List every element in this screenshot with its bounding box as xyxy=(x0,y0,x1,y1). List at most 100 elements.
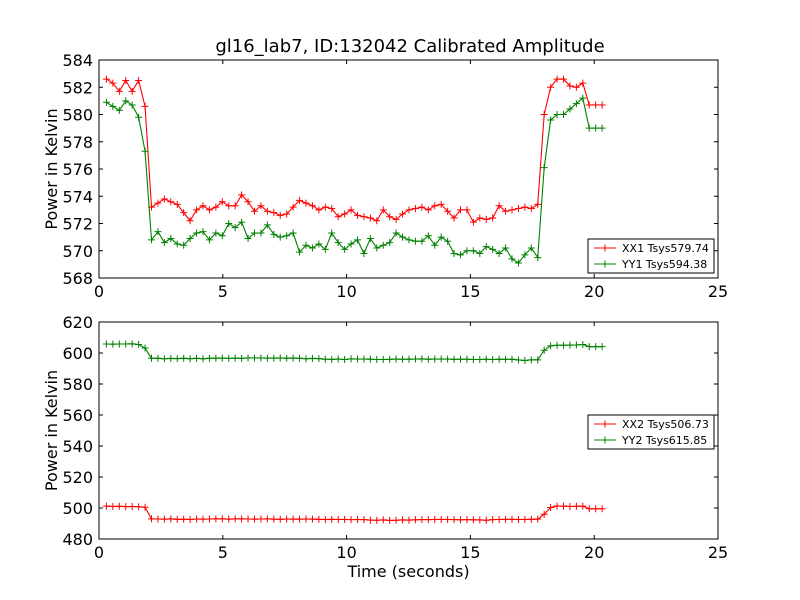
data-point xyxy=(135,113,143,121)
data-point xyxy=(334,239,342,247)
x-tick-label: 10 xyxy=(336,282,356,301)
data-point xyxy=(321,245,329,253)
data-point xyxy=(347,206,355,214)
data-point xyxy=(341,515,349,523)
data-point xyxy=(598,101,606,109)
data-point xyxy=(527,515,535,523)
data-point xyxy=(399,355,407,363)
data-point xyxy=(218,515,226,523)
data-point xyxy=(341,210,349,218)
y-axis-label: Power in Kelvin xyxy=(42,370,61,491)
data-point xyxy=(128,101,136,109)
data-point xyxy=(212,229,220,237)
data-point xyxy=(128,340,136,348)
data-point xyxy=(167,354,175,362)
data-point xyxy=(405,516,413,524)
data-point xyxy=(154,228,162,236)
data-point xyxy=(193,354,201,362)
data-point xyxy=(186,355,194,363)
y-tick-label: 580 xyxy=(62,106,93,125)
data-point xyxy=(392,215,400,223)
data-point xyxy=(386,239,394,247)
x-tick-label: 25 xyxy=(708,543,728,562)
data-point xyxy=(283,515,291,523)
data-point xyxy=(456,206,464,214)
data-point xyxy=(502,244,510,252)
data-point xyxy=(315,240,323,248)
legend-label: XX1 Tsys579.74 xyxy=(622,242,709,255)
data-point xyxy=(231,224,239,232)
data-point xyxy=(444,237,452,245)
data-point xyxy=(585,505,593,513)
data-point xyxy=(231,202,239,210)
data-point xyxy=(553,502,561,510)
data-point xyxy=(424,355,432,363)
data-point xyxy=(463,355,471,363)
data-point xyxy=(379,356,387,364)
data-point xyxy=(328,205,336,213)
data-point xyxy=(373,356,381,364)
data-point xyxy=(437,200,445,208)
data-point xyxy=(115,340,123,348)
data-point xyxy=(553,341,561,349)
data-point xyxy=(231,515,239,523)
bottom-plot: 0 5 10 15 20 25 480 500 520 540 560 580 600 620 Power … xyxy=(42,313,728,581)
legend-box xyxy=(587,414,715,450)
data-point xyxy=(431,355,439,363)
data-point xyxy=(154,199,162,207)
data-point xyxy=(495,515,503,523)
data-point xyxy=(270,209,278,217)
data-point xyxy=(102,340,110,348)
data-point xyxy=(244,198,252,206)
data-point xyxy=(250,515,258,523)
data-point xyxy=(141,503,149,511)
plot-frame xyxy=(98,321,719,540)
data-point xyxy=(353,515,361,523)
data-point xyxy=(238,354,246,362)
data-point xyxy=(572,83,580,91)
data-point xyxy=(270,230,278,238)
data-point xyxy=(360,516,368,524)
data-point xyxy=(205,354,213,362)
data-point xyxy=(502,207,510,215)
data-point xyxy=(360,249,368,257)
data-point xyxy=(476,249,484,257)
data-point xyxy=(534,356,542,364)
data-point xyxy=(424,232,432,240)
data-point xyxy=(559,341,567,349)
data-point xyxy=(173,200,181,208)
data-point xyxy=(250,354,258,362)
data-point xyxy=(585,124,593,132)
data-point xyxy=(444,355,452,363)
data-point xyxy=(276,354,284,362)
x-tick-label: 5 xyxy=(218,282,228,301)
data-point xyxy=(199,228,207,236)
data-point xyxy=(450,249,458,257)
data-point xyxy=(399,516,407,524)
data-point xyxy=(128,87,136,95)
data-point xyxy=(456,516,464,524)
data-point xyxy=(508,355,516,363)
data-point xyxy=(270,354,278,362)
data-point xyxy=(122,76,130,84)
data-point xyxy=(502,515,510,523)
data-point xyxy=(308,202,316,210)
data-point xyxy=(373,516,381,524)
data-point xyxy=(489,214,497,222)
top-plot: 0 5 10 15 20 25 568 570 572 574 576 578 580 582 584 Pow… xyxy=(42,51,728,301)
data-point xyxy=(212,515,220,523)
data-point xyxy=(366,516,374,524)
y-tick-label: 570 xyxy=(62,242,93,261)
data-point xyxy=(199,355,207,363)
data-point xyxy=(135,340,143,348)
data-point xyxy=(193,229,201,237)
data-point xyxy=(270,515,278,523)
data-point xyxy=(289,354,297,362)
data-point xyxy=(218,232,226,240)
data-point xyxy=(334,355,342,363)
data-point xyxy=(250,207,258,215)
data-point xyxy=(386,213,394,221)
data-point xyxy=(399,233,407,241)
data-point xyxy=(289,203,297,211)
